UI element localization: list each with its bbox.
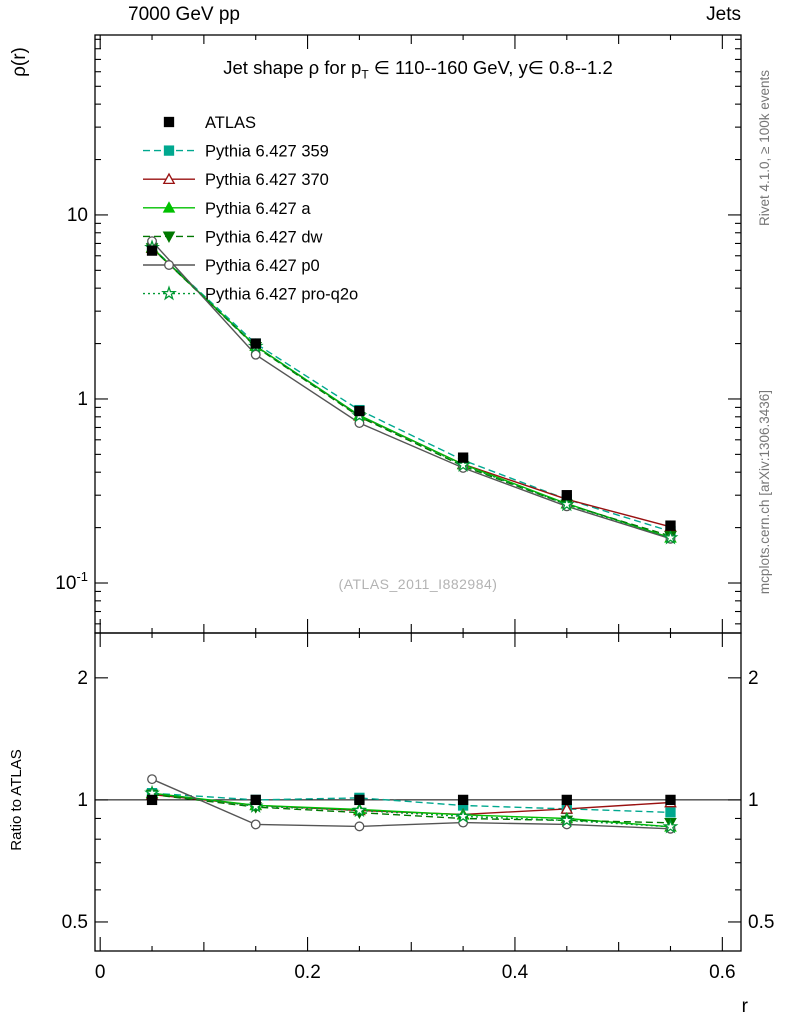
series-markers-pythia-6-427-p0 xyxy=(147,236,676,834)
svg-text:1: 1 xyxy=(748,790,759,811)
series-markers-pythia-6-427-370 xyxy=(145,241,677,820)
series-line-pythia-6-427-359 xyxy=(151,246,671,814)
rivet-version-caption: Rivet 4.1.0, ≥ 100k events xyxy=(757,70,772,226)
svg-text:2: 2 xyxy=(748,668,759,689)
panel-frames xyxy=(94,34,742,952)
svg-text:0.4: 0.4 xyxy=(502,962,529,983)
legend-label-pythia-6-427-359: Pythia 6.427 359 xyxy=(205,143,329,161)
analysis-id-watermark: (ATLAS_2011_I882984) xyxy=(338,576,498,592)
legend-label-pythia-6-427-p0: Pythia 6.427 p0 xyxy=(205,257,320,275)
series-markers-pythia-6-427-a xyxy=(145,241,677,832)
svg-text:2: 2 xyxy=(77,668,88,689)
series-markers-pythia-6-427-359 xyxy=(146,242,676,818)
beam-energy-label: 7000 GeV pp xyxy=(128,4,240,25)
legend-label-atlas: ATLAS xyxy=(205,114,256,132)
svg-text:0.2: 0.2 xyxy=(294,962,320,983)
series-line-pythia-6-427-pro-q2o xyxy=(151,246,671,828)
series-markers-atlas xyxy=(146,245,676,806)
y-axis-label-main: ρ(r) xyxy=(9,47,30,77)
y-axis-label-ratio: Ratio to ATLAS xyxy=(8,749,25,851)
axis-tick-labels: 10 1 10-1 2 2 1 1 0.5 0.5 0 0.2 0.4 0.6 xyxy=(55,205,774,983)
legend-item-pythia-6-427-dw: Pythia 6.427 dw xyxy=(143,228,322,246)
legend-item-pythia-6-427-359: Pythia 6.427 359 xyxy=(143,143,329,161)
svg-text:0.6: 0.6 xyxy=(709,962,735,983)
legend-label-pythia-6-427-370: Pythia 6.427 370 xyxy=(205,171,329,189)
plot-title-pre: Jet shape ρ for p xyxy=(223,57,362,78)
svg-text:0.5: 0.5 xyxy=(748,912,774,933)
series-line-pythia-6-427-370 xyxy=(151,247,671,816)
mcplots-arxiv-caption: mcplots.cern.ch [arXiv:1306.3436] xyxy=(757,389,772,595)
legend-label-pythia-6-427-dw: Pythia 6.427 dw xyxy=(205,228,322,246)
legend-label-pythia-6-427-a: Pythia 6.427 a xyxy=(205,200,311,218)
series-line-pythia-6-427-p0 xyxy=(151,240,671,830)
legend: ATLAS Pythia 6.427 359 Pythia 6.427 370 Pyt… xyxy=(143,114,358,304)
series-markers-pythia-6-427-dw xyxy=(145,243,677,830)
legend-item-pythia-6-427-370: Pythia 6.427 370 xyxy=(143,171,329,189)
x-axis-label: r xyxy=(741,996,748,1017)
svg-text:0: 0 xyxy=(95,962,106,983)
legend-item-pythia-6-427-a: Pythia 6.427 a xyxy=(143,200,311,218)
legend-item-pythia-6-427-pro-q2o: Pythia 6.427 pro-q2o xyxy=(143,285,358,304)
svg-text:10: 10 xyxy=(67,205,88,226)
svg-text:1: 1 xyxy=(77,389,88,410)
plot-title-post: ∈ 110--160 GeV, y∈ 0.8--1.2 xyxy=(368,57,613,78)
analysis-group-label: Jets xyxy=(706,4,741,25)
svg-text:10-1: 10-1 xyxy=(55,569,88,594)
svg-text:1: 1 xyxy=(77,790,88,811)
series-line-pythia-6-427-dw xyxy=(151,247,671,824)
plot-title: Jet shape ρ for pT ∈ 110--160 GeV, y∈ 0.… xyxy=(95,57,741,82)
legend-label-pythia-6-427-pro-q2o: Pythia 6.427 pro-q2o xyxy=(205,286,358,304)
series-markers-pythia-6-427-pro-q2o xyxy=(144,239,679,834)
series-line-pythia-6-427-a xyxy=(151,246,671,828)
legend-item-atlas: ATLAS xyxy=(163,114,256,132)
legend-item-pythia-6-427-p0: Pythia 6.427 p0 xyxy=(143,257,320,275)
svg-text:0.5: 0.5 xyxy=(62,912,88,933)
plot-title-sub: T xyxy=(361,67,369,82)
axis-ticks xyxy=(95,35,741,951)
